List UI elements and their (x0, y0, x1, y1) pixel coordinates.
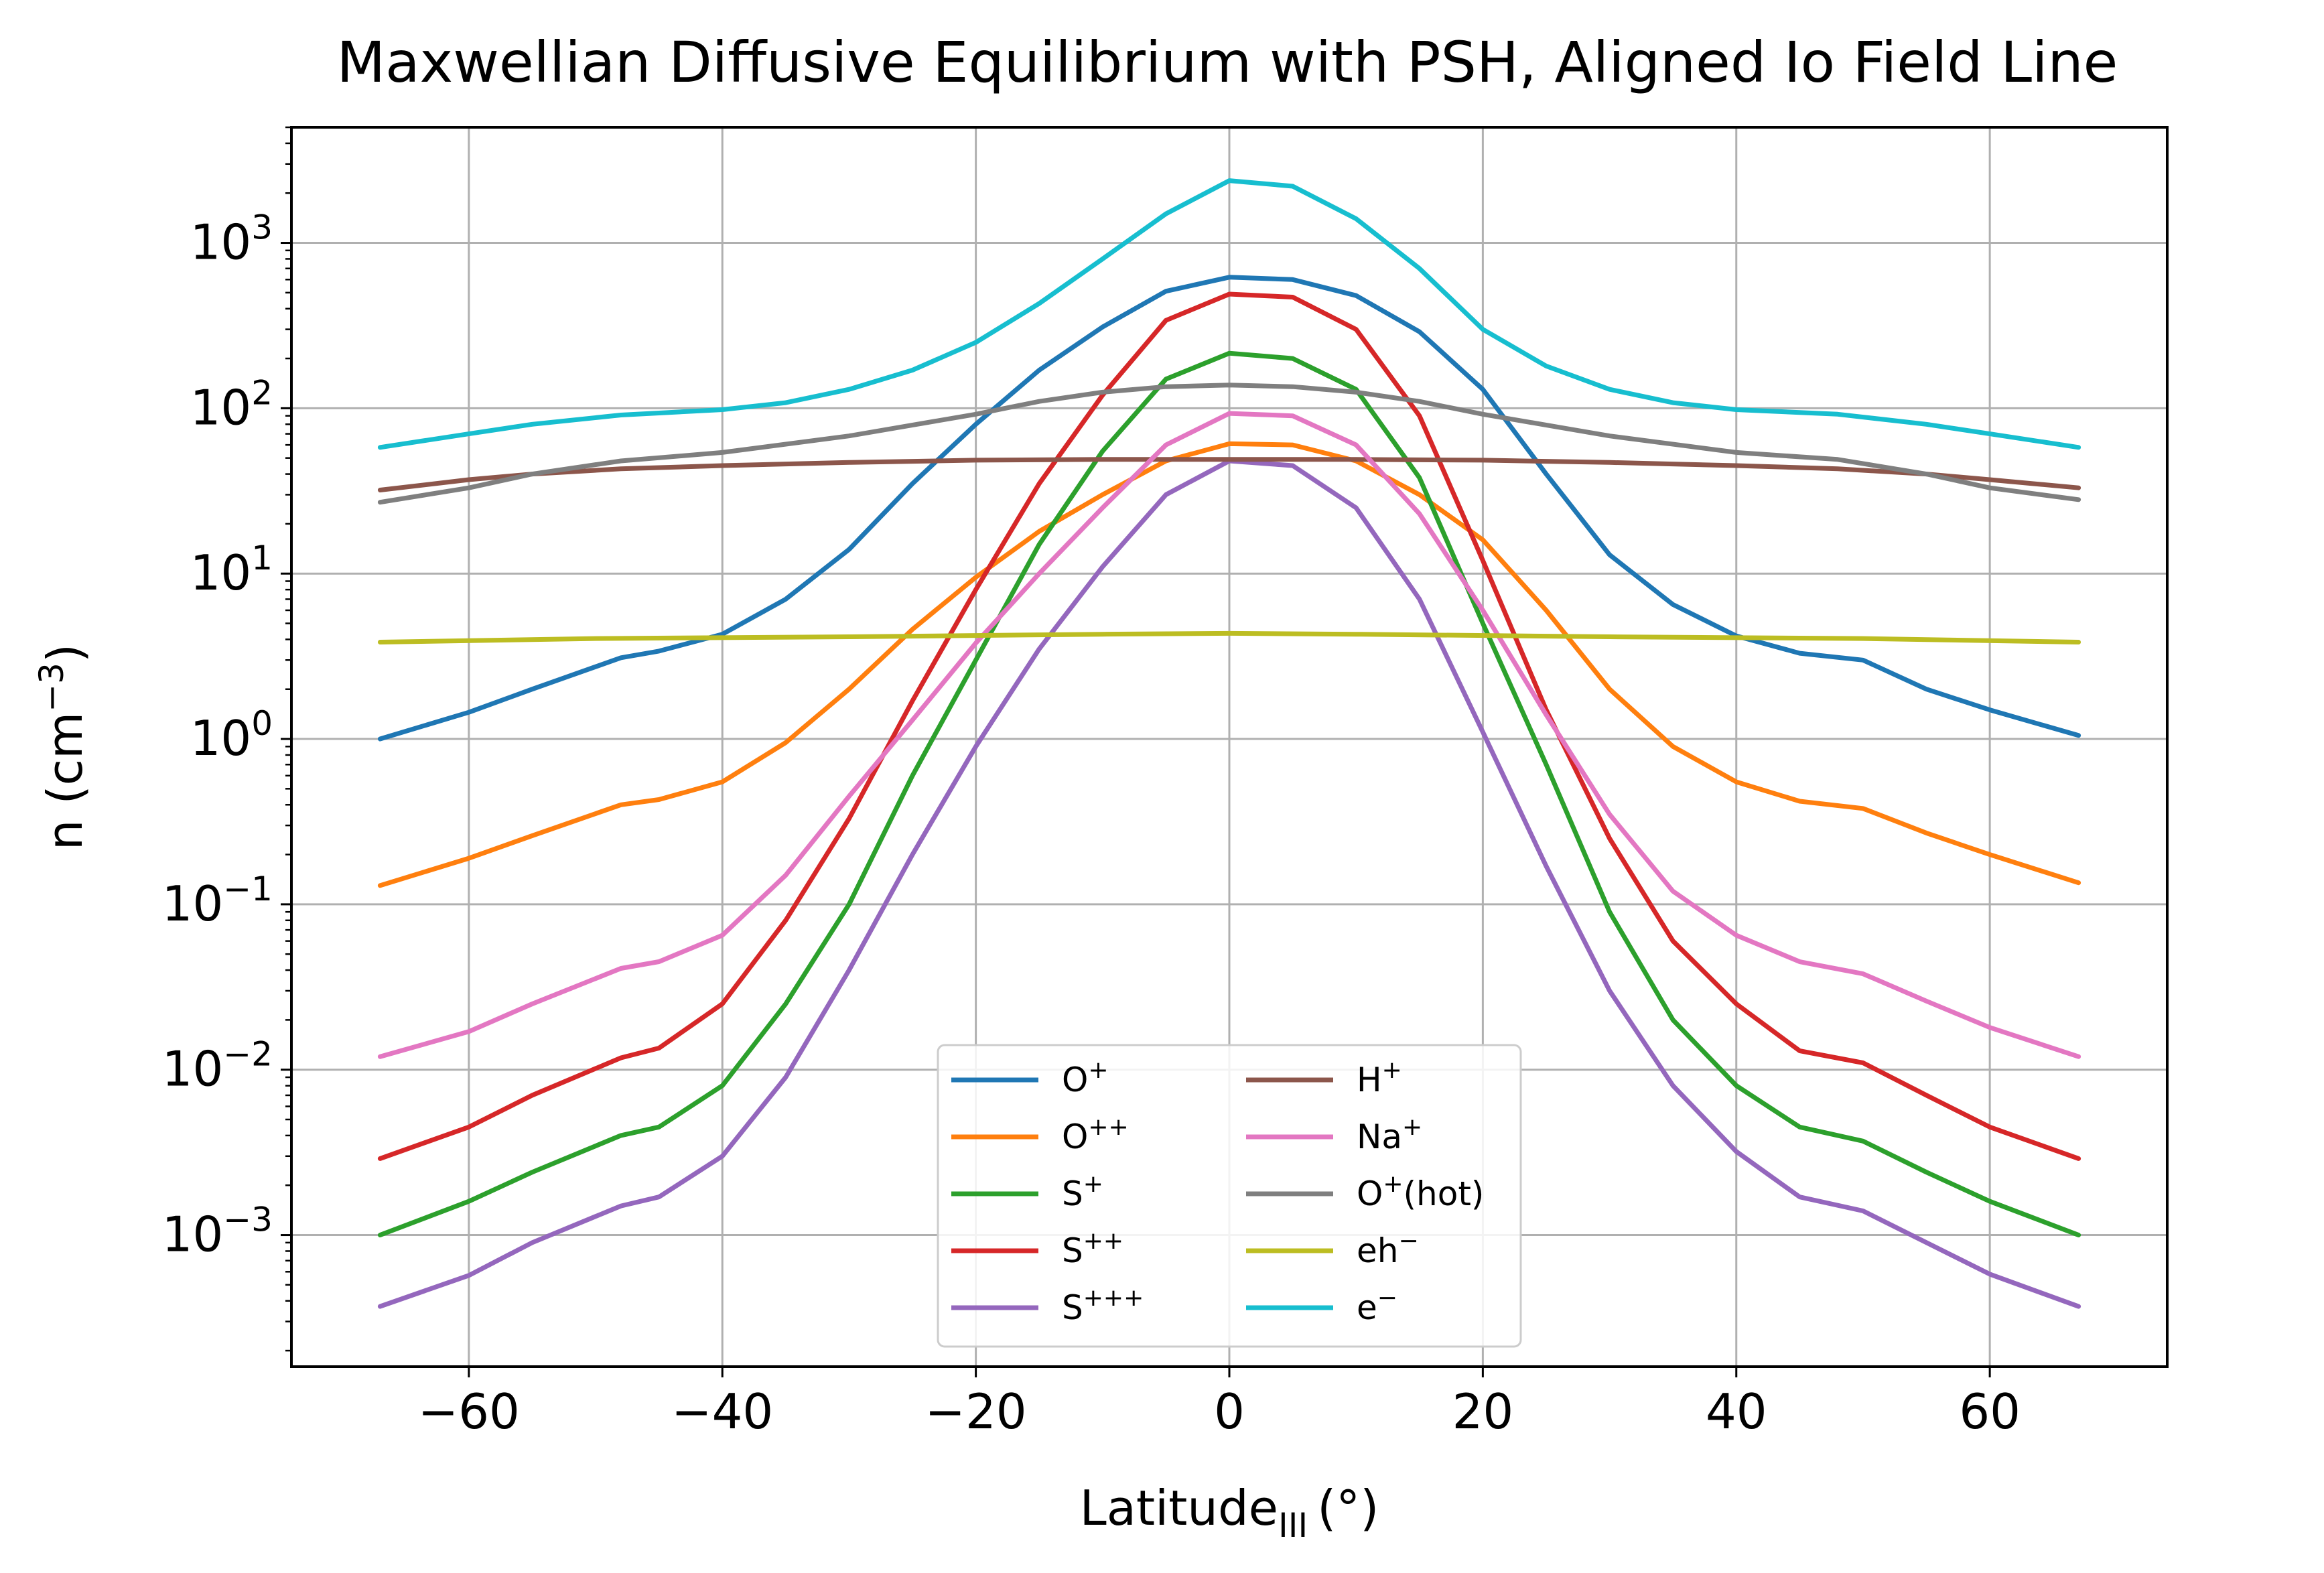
x-tick-label: 40 (1706, 1383, 1767, 1440)
legend-label: Na+ (1357, 1113, 1422, 1156)
y-tick-label: 102 (190, 373, 273, 435)
legend: O+ O++ S+ S++ S+++ H+ Na+ O+(hot) eh− e− (937, 1044, 1522, 1348)
x-tick-label: 0 (1214, 1383, 1245, 1440)
x-tick-label: −60 (418, 1383, 520, 1440)
x-tick-label: −20 (925, 1383, 1027, 1440)
series-line (377, 630, 2081, 644)
plot-lines (377, 178, 2081, 1309)
legend-label: eh− (1357, 1227, 1419, 1270)
legend-label: S+ (1062, 1170, 1103, 1213)
x-tick-label: 60 (1959, 1383, 2021, 1440)
y-tick-label: 10−1 (162, 870, 273, 932)
legend-label: O+ (1062, 1056, 1109, 1099)
series-line (377, 411, 2081, 1059)
legend-label: S+++ (1062, 1284, 1144, 1327)
y-tick-label: 103 (190, 208, 273, 271)
series-line (377, 441, 2081, 888)
chart-title: Maxwellian Diffusive Equilibrium with PS… (337, 29, 2118, 95)
y-tick-label: 100 (190, 704, 273, 766)
y-axis-label: n (cm−3) (32, 644, 93, 850)
x-tick-label: 20 (1452, 1383, 1514, 1440)
legend-label: S++ (1062, 1227, 1123, 1270)
series-line (377, 178, 2081, 450)
series-line (377, 291, 2081, 1161)
legend-label: O+(hot) (1357, 1170, 1484, 1213)
legend-label: e− (1357, 1284, 1397, 1327)
x-tick-label: −40 (671, 1383, 773, 1440)
legend-label: O++ (1062, 1113, 1129, 1156)
y-tick-label: 10−2 (162, 1035, 273, 1097)
legend-box (937, 1044, 1522, 1348)
x-axis-label: LatitudeIII (°) (1080, 1480, 1379, 1545)
legend-label: H+ (1357, 1056, 1402, 1099)
series-line (377, 457, 2081, 492)
series-line (377, 383, 2081, 505)
y-tick-label: 101 (190, 539, 273, 601)
y-tick-label: 10−3 (162, 1201, 273, 1263)
series-line (377, 350, 2081, 1237)
axis-ticks: −60 −40 −20 0 20 40 60 103 102 101 100 10−1 10−2 10−3 (162, 126, 2021, 1440)
series-line (377, 275, 2081, 742)
